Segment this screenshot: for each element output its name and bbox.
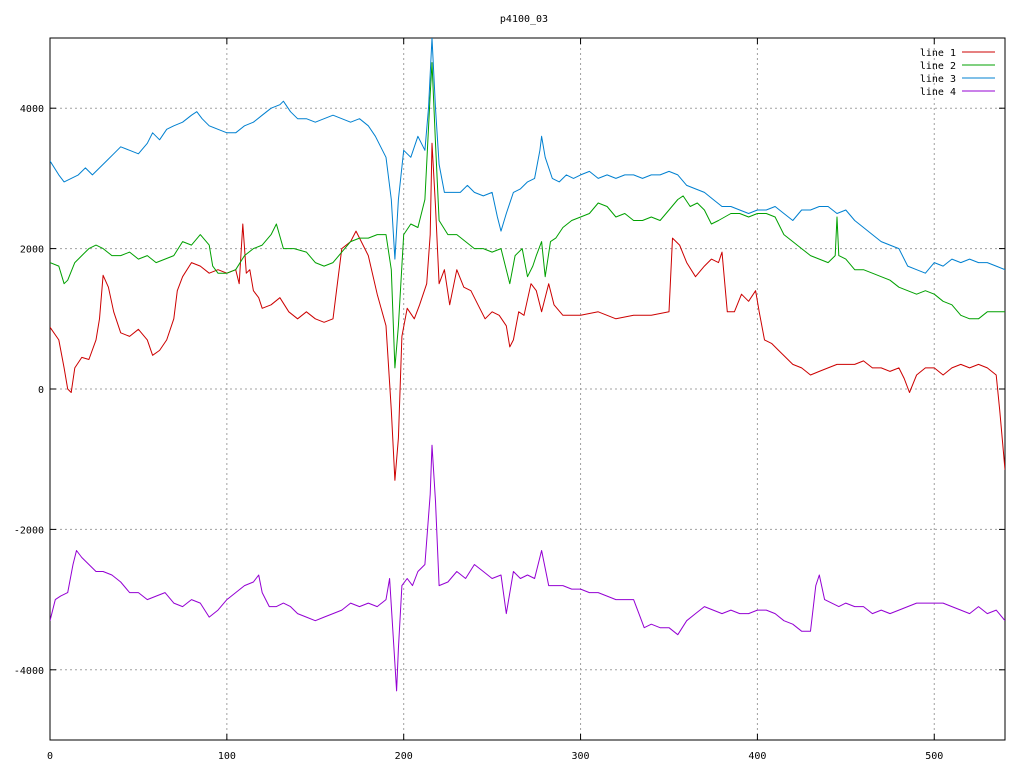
legend: line 1 line 2 line 3 line 4 <box>920 48 995 98</box>
grid-layer <box>50 38 1005 740</box>
chart-title: p4100_03 <box>500 14 548 25</box>
y-tick-label: 2000 <box>20 245 44 256</box>
legend-label-1: line 1 <box>920 48 956 59</box>
series-line-1 <box>50 142 1005 481</box>
x-tick-label: 200 <box>395 751 413 762</box>
series-line-3 <box>50 38 1005 274</box>
y-tick-label: 0 <box>38 385 44 396</box>
y-tick-label: -4000 <box>14 666 44 677</box>
legend-label-3: line 3 <box>920 74 956 85</box>
x-tick-label: 500 <box>925 751 943 762</box>
legend-label-4: line 4 <box>920 87 956 98</box>
y-tick-label: -2000 <box>14 525 44 536</box>
series-line-4 <box>50 444 1005 692</box>
x-tick-label: 400 <box>748 751 766 762</box>
legend-label-2: line 2 <box>920 61 956 72</box>
tick-layer: 0 100 200 300 400 500 -4000 -2000 0 2000 4000 <box>14 38 1005 762</box>
y-tick-label: 4000 <box>20 104 44 115</box>
x-tick-label: 300 <box>572 751 590 762</box>
series-layer <box>50 38 1005 692</box>
x-tick-label: 100 <box>218 751 236 762</box>
series-line-2 <box>50 62 1005 369</box>
x-tick-label: 0 <box>47 751 53 762</box>
